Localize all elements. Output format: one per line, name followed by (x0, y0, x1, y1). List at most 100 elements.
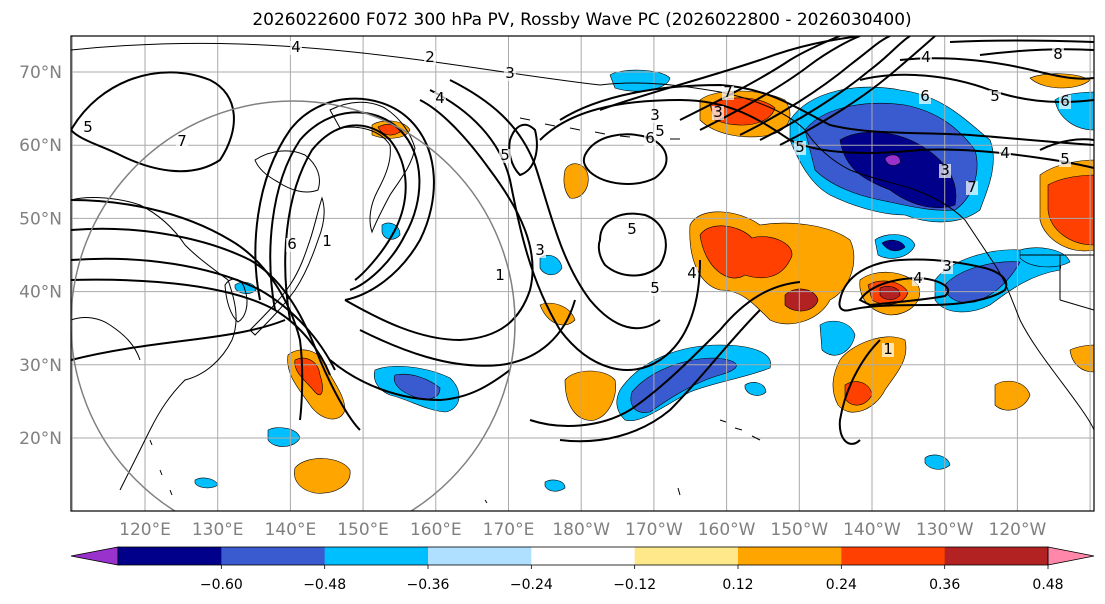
pv-contour (429, 89, 701, 371)
positive-anomaly-core (699, 225, 793, 279)
contour-label-background (794, 141, 806, 155)
map-title: 2026022600 F072 300 hPa PV, Rossby Wave … (252, 10, 911, 30)
contour-label-background (712, 106, 724, 120)
latitude-label: 30°N (19, 356, 62, 376)
contour-label-background (176, 135, 188, 149)
contour-label-background (504, 67, 516, 81)
contour-label-background (1059, 153, 1071, 167)
contour-label-background (644, 132, 656, 146)
contour-label: 8 (1053, 45, 1063, 63)
latitude-label: 50°N (19, 209, 62, 229)
pv-contour (529, 281, 801, 427)
pv-contour (559, 83, 1094, 146)
pv-contour (838, 339, 881, 445)
colorbar-segment (634, 547, 739, 565)
pv-contour (699, 36, 861, 131)
pacific-islands (149, 439, 681, 504)
positive-anomaly-region (564, 370, 616, 421)
contour-label-background (290, 41, 302, 55)
colorbar-tick-labels: −0.60 −0.48 −0.36 −0.24 −0.12 0.12 0.24 0.36 0.4… (200, 565, 1064, 593)
kamchatka-coastline (329, 101, 416, 234)
contour-label: 5 (627, 220, 637, 238)
colorbar-extend-high (1047, 546, 1095, 566)
colorbar-segment (531, 547, 636, 565)
longitude-label: 130°W (916, 520, 974, 540)
colorbar-tick-label: 0.12 (722, 577, 753, 593)
contour-label: 1 (883, 340, 893, 358)
pv-contour (1039, 138, 1094, 151)
longitude-labels: 120°E 130°E 140°E 150°E 160°E 170°E 180°W 170°W… (119, 520, 1046, 540)
aleutian-islands (519, 117, 680, 140)
contour-label-background (534, 244, 546, 258)
latitude-labels: 70°N 60°N 50°N 40°N 30°N 20°N (19, 63, 62, 449)
positive-anomaly-region (294, 458, 351, 494)
pv-contour (559, 309, 761, 443)
contour-label: 3 (940, 161, 950, 179)
pv-contour (739, 36, 891, 136)
negative-anomaly-region (609, 69, 671, 92)
contour-label: 4 (913, 269, 923, 287)
pv-contour (71, 257, 336, 371)
colorbar-segment (221, 547, 326, 565)
pv-contour (71, 199, 304, 421)
pv-contour (539, 98, 1094, 169)
pv-contour (344, 99, 534, 342)
negative-anomaly-region (544, 479, 566, 492)
colorbar-segment (944, 547, 1049, 565)
contour-label: 5 (83, 118, 93, 136)
contour-label: 5 (500, 146, 510, 164)
colorbar-tick-label: −0.24 (510, 577, 553, 593)
longitude-label: 120°W (989, 520, 1047, 540)
negative-anomaly-peak (884, 154, 901, 166)
pv-contour (858, 276, 950, 307)
longitude-label: 140°E (265, 520, 317, 540)
pv-contour (949, 39, 1094, 43)
pv-contour (71, 278, 331, 376)
colorbar (70, 546, 1095, 566)
contour-label-background (434, 92, 446, 106)
contour-label: 1 (495, 266, 505, 284)
contour-label: 5 (795, 138, 805, 156)
contour-label: 5 (655, 122, 665, 140)
contour-label: 6 (645, 129, 655, 147)
colorbar-frame (117, 546, 1049, 566)
longitude-label: 140°W (843, 520, 901, 540)
pv-contour (838, 258, 1008, 312)
us-border (1020, 254, 1094, 311)
contour-label: 3 (535, 241, 545, 259)
negative-anomaly-region (924, 454, 951, 470)
pv-contour (582, 133, 668, 185)
negative-anomaly-region (819, 320, 856, 356)
contour-label: 4 (921, 48, 931, 66)
colorbar-tick-label: 0.48 (1032, 577, 1063, 593)
contour-label-background (1059, 95, 1071, 109)
map-frame (70, 35, 1095, 512)
contour-label: 4 (687, 264, 697, 282)
contour-label-background (999, 147, 1011, 161)
contour-label: 3 (650, 106, 660, 124)
contour-label-background (424, 51, 436, 65)
contour-label: 4 (435, 89, 445, 107)
contour-label-background (1052, 48, 1064, 62)
pv-contour (859, 73, 1094, 103)
japan-coastline (249, 196, 325, 336)
longitude-label: 170°E (483, 520, 535, 540)
pv-contours (71, 36, 1094, 445)
colorbar-tick-label: −0.12 (613, 577, 656, 593)
negative-anomaly-region (539, 255, 563, 276)
negative-anomaly-region (1019, 247, 1071, 268)
contour-label-background (920, 51, 932, 65)
negative-anomaly-region (744, 382, 767, 396)
contour-label: 5 (650, 279, 660, 297)
colorbar-tick-label: −0.36 (407, 577, 450, 593)
contour-label-background (649, 282, 661, 296)
latitude-label: 70°N (19, 63, 62, 83)
negative-anomaly-region (393, 373, 441, 400)
coastlines (71, 42, 1094, 504)
contour-label: 6 (920, 87, 930, 105)
positive-anomaly-region (563, 163, 589, 199)
positive-anomaly-core (879, 286, 901, 300)
contour-label: 7 (723, 83, 733, 101)
colorbar-segment (841, 547, 946, 565)
